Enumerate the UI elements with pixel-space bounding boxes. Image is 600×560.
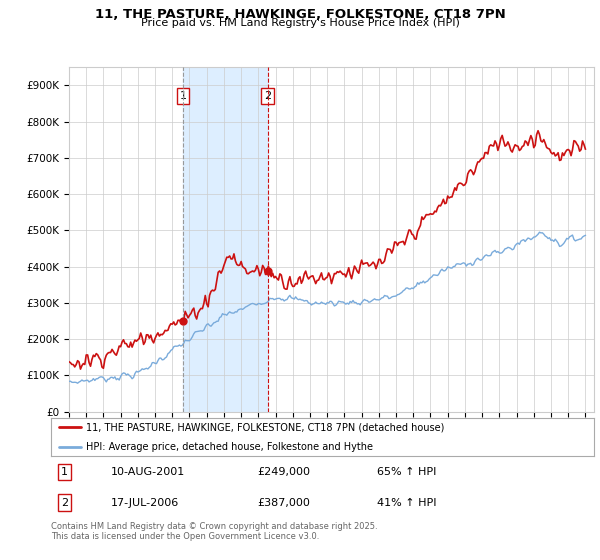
Text: £387,000: £387,000 bbox=[257, 498, 310, 508]
Text: 2: 2 bbox=[264, 91, 271, 101]
Text: Contains HM Land Registry data © Crown copyright and database right 2025.
This d: Contains HM Land Registry data © Crown c… bbox=[51, 522, 377, 542]
Text: 1: 1 bbox=[61, 467, 68, 477]
Text: 65% ↑ HPI: 65% ↑ HPI bbox=[377, 467, 436, 477]
Text: 1: 1 bbox=[179, 91, 187, 101]
Text: 11, THE PASTURE, HAWKINGE, FOLKESTONE, CT18 7PN: 11, THE PASTURE, HAWKINGE, FOLKESTONE, C… bbox=[95, 8, 505, 21]
Text: 17-JUL-2006: 17-JUL-2006 bbox=[111, 498, 179, 508]
Text: Price paid vs. HM Land Registry's House Price Index (HPI): Price paid vs. HM Land Registry's House … bbox=[140, 18, 460, 29]
Text: 10-AUG-2001: 10-AUG-2001 bbox=[111, 467, 185, 477]
Text: 2: 2 bbox=[61, 498, 68, 508]
Text: 41% ↑ HPI: 41% ↑ HPI bbox=[377, 498, 436, 508]
Text: £249,000: £249,000 bbox=[257, 467, 310, 477]
Text: HPI: Average price, detached house, Folkestone and Hythe: HPI: Average price, detached house, Folk… bbox=[86, 442, 373, 452]
Bar bbox=[183, 67, 268, 412]
Text: 11, THE PASTURE, HAWKINGE, FOLKESTONE, CT18 7PN (detached house): 11, THE PASTURE, HAWKINGE, FOLKESTONE, C… bbox=[86, 422, 445, 432]
